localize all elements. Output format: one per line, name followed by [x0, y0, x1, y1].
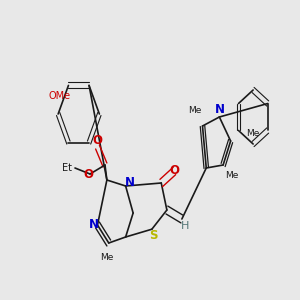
Text: Me: Me — [225, 171, 238, 180]
Text: N: N — [214, 103, 224, 116]
Text: O: O — [83, 167, 93, 181]
Text: Me: Me — [188, 106, 202, 116]
Text: N: N — [124, 176, 134, 190]
Text: O: O — [92, 134, 103, 148]
Text: N: N — [89, 218, 99, 232]
Text: Me: Me — [246, 129, 260, 138]
Text: OMe: OMe — [49, 91, 71, 101]
Text: S: S — [149, 229, 158, 242]
Text: Et: Et — [62, 163, 73, 173]
Text: O: O — [169, 164, 179, 178]
Text: Me: Me — [100, 254, 114, 262]
Text: H: H — [181, 221, 189, 231]
